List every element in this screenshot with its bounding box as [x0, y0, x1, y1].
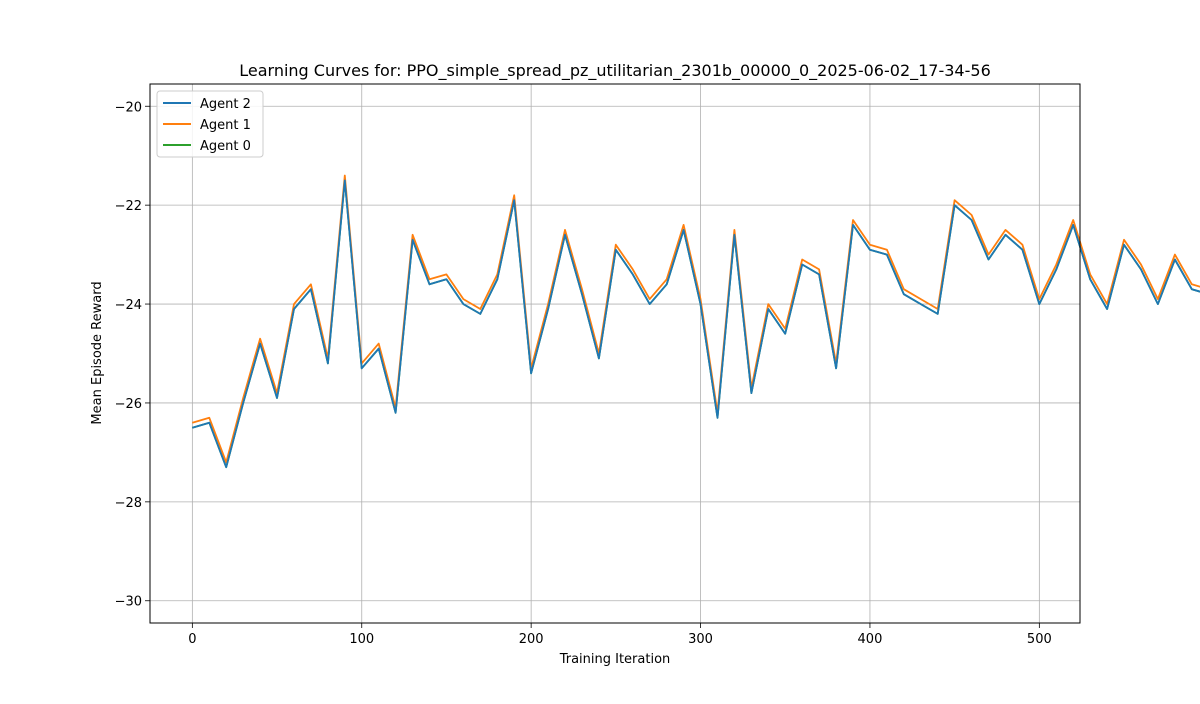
legend-label: Agent 1	[200, 118, 251, 133]
y-tick-label: −30	[115, 595, 142, 610]
legend-label: Agent 0	[200, 139, 251, 154]
x-tick-label: 400	[858, 632, 883, 647]
x-tick-label: 200	[519, 632, 544, 647]
series-line-agent-1	[192, 174, 1200, 464]
x-tick-label: 100	[349, 632, 374, 647]
series-line-agent-0	[192, 179, 1200, 469]
legend-label: Agent 2	[200, 97, 251, 112]
x-tick-label: 500	[1027, 632, 1052, 647]
series-line-agent-2	[192, 179, 1200, 469]
legend-box	[156, 90, 264, 158]
y-tick-label: −22	[115, 199, 142, 214]
x-axis-label: Training Iteration	[559, 652, 671, 667]
series-lines	[192, 174, 1200, 469]
y-tick-label: −28	[115, 496, 142, 511]
legend: Agent 2 Agent 1 Agent 0	[156, 90, 264, 158]
y-axis-ticks: −30 −28 −26 −24 −22 −20	[115, 100, 150, 610]
y-tick-label: −26	[115, 397, 142, 412]
x-tick-label: 300	[688, 632, 713, 647]
plot-frame	[149, 83, 1081, 624]
y-tick-label: −20	[115, 100, 142, 115]
y-tick-label: −24	[115, 298, 142, 313]
grid-lines	[150, 84, 1080, 623]
x-axis-ticks: 0 100 200 300 400 500	[188, 623, 1052, 647]
x-tick-label: 0	[188, 632, 196, 647]
chart-title: Learning Curves for: PPO_simple_spread_p…	[239, 61, 991, 81]
y-axis-label: Mean Episode Reward	[90, 281, 105, 424]
